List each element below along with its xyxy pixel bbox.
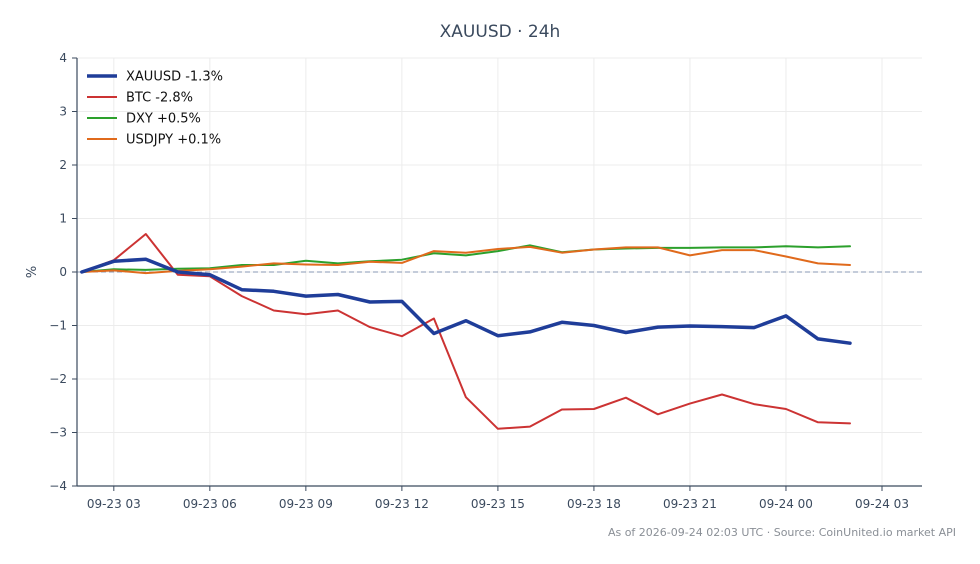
- axes: 4 3 2 1 0 −1 −2 −3 −4 09-23 03 09-23 06 09-23 09 09-…: [49, 51, 922, 511]
- y-axis-label: %: [25, 266, 40, 278]
- x-tick-label: 09-23 06: [183, 497, 237, 511]
- series-lines: [80, 233, 852, 430]
- series-line-btc: [80, 233, 851, 430]
- x-tick-label: 09-24 00: [759, 497, 813, 511]
- legend-entry: XAUUSD -1.3%: [126, 70, 223, 85]
- source-footer: As of 2026-09-24 02:03 UTC · Source: Coi…: [607, 526, 956, 539]
- legend-entry: DXY +0.5%: [126, 112, 201, 127]
- x-tick-label: 09-23 12: [375, 497, 429, 511]
- series-line-xauusd: [80, 257, 852, 345]
- chart-title: XAUUSD · 24h: [440, 22, 561, 42]
- grid: [77, 57, 922, 487]
- x-tick-label: 09-24 03: [855, 497, 909, 511]
- y-tick-label: 2: [59, 158, 67, 172]
- y-tick-label: 3: [59, 105, 67, 119]
- y-tick-label: −2: [49, 372, 67, 386]
- x-tick-label: 09-23 15: [471, 497, 525, 511]
- x-tick-label: 09-23 09: [279, 497, 333, 511]
- series-line-usdjpy: [80, 245, 851, 275]
- x-tick-label: 09-23 18: [567, 497, 621, 511]
- y-tick-label: −4: [49, 479, 67, 493]
- y-tick-label: 4: [59, 51, 67, 65]
- x-tick-label: 09-23 03: [87, 497, 141, 511]
- legend-entry: USDJPY +0.1%: [126, 133, 221, 148]
- legend-entry: BTC -2.8%: [126, 91, 193, 106]
- x-tick-label: 09-23 21: [663, 497, 717, 511]
- y-tick-label: 0: [59, 265, 67, 279]
- y-tick-label: −3: [49, 426, 67, 440]
- legend: XAUUSD -1.3% BTC -2.8% DXY +0.5% USDJPY +0.…: [87, 70, 223, 148]
- y-tick-label: −1: [49, 319, 67, 333]
- y-tick-label: 1: [59, 212, 67, 226]
